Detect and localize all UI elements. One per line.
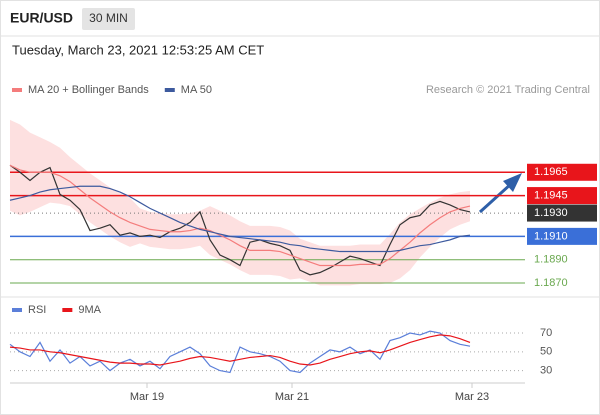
legend-swatch xyxy=(62,308,73,312)
legend-label: 9MA xyxy=(78,304,101,316)
series-line xyxy=(9,164,471,276)
arrow-head xyxy=(503,173,522,192)
y-tick-label: 50 xyxy=(540,346,552,358)
series-line xyxy=(9,164,471,267)
series-line xyxy=(9,185,471,253)
legend-label: RSI xyxy=(28,304,46,316)
series-line xyxy=(9,334,471,366)
y-tick-label: 70 xyxy=(540,327,552,339)
level-label: 1.1910 xyxy=(534,230,568,242)
legend-label: MA 20 + Bollinger Bands xyxy=(28,84,149,96)
timeframe[interactable]: 30 MIN xyxy=(89,11,128,25)
level-label: 1.1965 xyxy=(534,166,568,178)
level-box xyxy=(527,163,597,181)
legend-swatch xyxy=(12,308,22,312)
y-tick-label: 30 xyxy=(540,365,552,377)
series-line xyxy=(9,330,471,374)
legend-swatch xyxy=(164,88,175,92)
level-label: 1.1945 xyxy=(534,189,568,201)
bollinger-band xyxy=(10,119,470,286)
symbol: EUR/USD xyxy=(10,10,73,26)
level-box xyxy=(527,227,597,245)
level-label: 1.1890 xyxy=(534,254,568,266)
legend-swatch xyxy=(12,88,22,92)
level-box xyxy=(527,204,597,222)
x-tick-label: Mar 19 xyxy=(130,391,164,403)
level-box xyxy=(527,187,597,205)
x-tick-label: Mar 21 xyxy=(275,391,309,403)
timeframe-button[interactable] xyxy=(82,8,135,30)
arrow-shaft xyxy=(478,181,514,214)
legend-label: MA 50 xyxy=(181,84,212,96)
timestamp: Tuesday, March 23, 2021 12:53:25 AM CET xyxy=(12,42,264,57)
level-label: 1.1930 xyxy=(534,207,568,219)
x-tick-label: Mar 23 xyxy=(455,391,489,403)
credit: Research © 2021 Trading Central xyxy=(426,84,590,96)
trend-arrow xyxy=(478,173,522,214)
level-label: 1.1870 xyxy=(534,277,568,289)
